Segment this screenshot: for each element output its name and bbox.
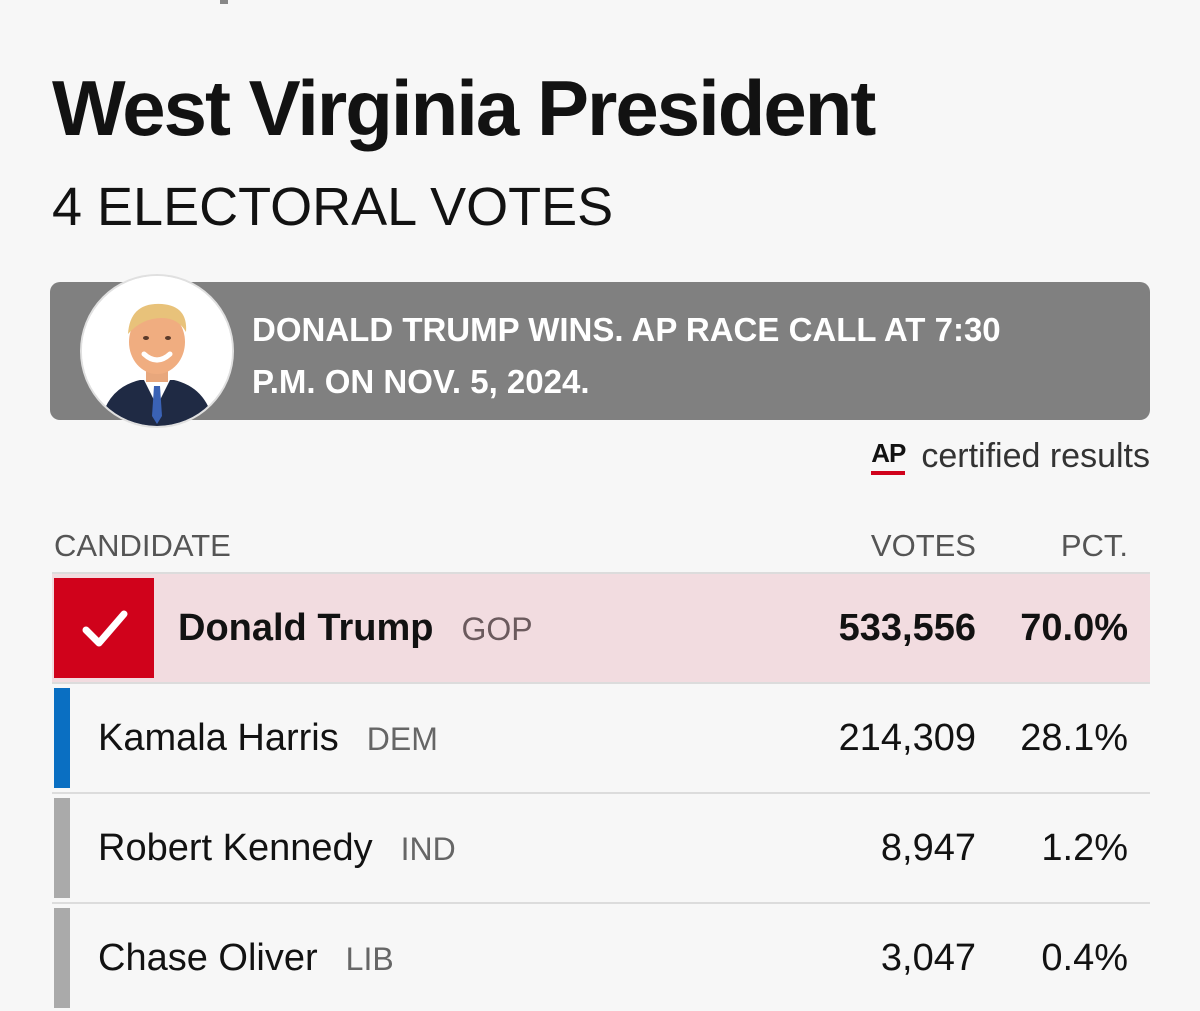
party-color-bar: [54, 688, 70, 788]
table-row: Chase Oliver LIB 3,047 0.4%: [52, 902, 1150, 1011]
candidate-pct: 0.4%: [1041, 937, 1128, 979]
winner-check-badge: [54, 578, 154, 678]
table-row: Kamala Harris DEM 214,309 28.1%: [52, 682, 1150, 792]
candidate-cell: Kamala Harris DEM: [98, 714, 438, 763]
candidate-votes: 8,947: [880, 827, 976, 869]
results-table-body: Donald Trump GOP 533,556 70.0% Kamala Har…: [52, 572, 1150, 1011]
candidate-votes: 214,309: [838, 717, 976, 759]
header-candidate: CANDIDATE: [54, 528, 231, 563]
candidate-pct: 28.1%: [1020, 717, 1128, 759]
candidate-name: Donald Trump: [178, 607, 434, 649]
party-color-bar: [54, 908, 70, 1008]
candidate-party: IND: [400, 831, 456, 867]
candidate-party: LIB: [345, 941, 394, 977]
ap-logo: AP: [871, 438, 906, 475]
candidate-party: GOP: [461, 611, 533, 647]
race-call-banner: DONALD TRUMP WINS. AP RACE CALL AT 7:30 …: [50, 274, 1150, 428]
candidate-party: DEM: [366, 721, 438, 757]
candidate-votes: 533,556: [838, 607, 976, 649]
candidate-pct: 1.2%: [1041, 827, 1128, 869]
electoral-votes-subtitle: 4 ELECTORAL VOTES: [52, 177, 614, 237]
race-call-text: DONALD TRUMP WINS. AP RACE CALL AT 7:30 …: [252, 311, 1001, 400]
table-row: Robert Kennedy IND 8,947 1.2%: [52, 792, 1150, 902]
candidate-votes: 3,047: [880, 937, 976, 979]
header-votes: VOTES: [870, 528, 976, 563]
candidate-cell: Chase Oliver LIB: [98, 934, 394, 983]
results-table-header: CANDIDATE VOTES PCT.: [52, 520, 1150, 568]
candidate-photo-avatar: [80, 274, 234, 428]
certified-results-note: AP certified results: [871, 434, 1150, 478]
candidate-pct: 70.0%: [1020, 607, 1128, 649]
header-pct: PCT.: [1060, 528, 1128, 563]
candidate-photo-icon: [82, 276, 232, 426]
top-edge-fragment: [220, 0, 228, 4]
candidate-name: Chase Oliver: [98, 937, 318, 979]
candidate-cell: Donald Trump GOP: [178, 604, 533, 653]
candidate-name: Robert Kennedy: [98, 827, 373, 869]
page-title: West Virginia President: [52, 64, 876, 152]
candidate-cell: Robert Kennedy IND: [98, 824, 456, 873]
certified-results-label: certified results: [921, 437, 1150, 475]
checkmark-icon: [82, 610, 128, 647]
candidate-name: Kamala Harris: [98, 717, 339, 759]
table-row: Donald Trump GOP 533,556 70.0%: [52, 572, 1150, 682]
party-color-bar: [54, 798, 70, 898]
